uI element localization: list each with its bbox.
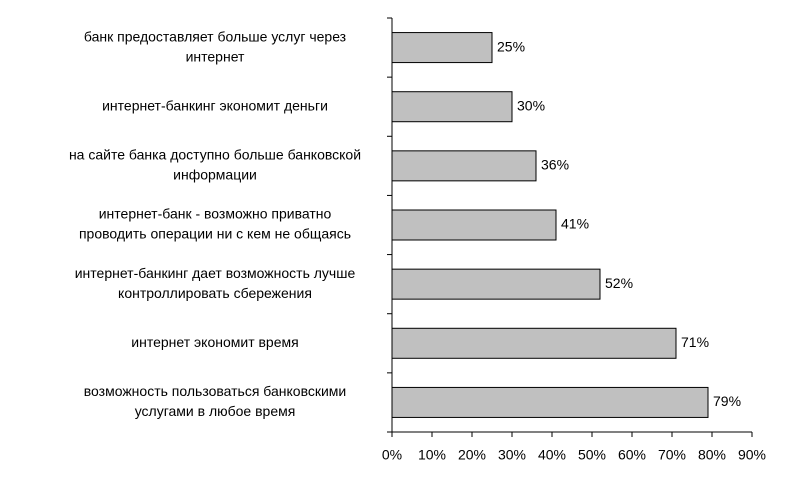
- y-tick-label: информации: [173, 167, 257, 183]
- y-tick-label: интернет: [186, 48, 245, 64]
- y-tick-label: контроллировать сбережения: [118, 285, 312, 301]
- bar: [391, 386, 709, 418]
- value-label: 52%: [605, 275, 633, 291]
- y-tick-label: интернет-банкинг дает возможность лучше: [75, 265, 356, 281]
- value-label: 41%: [561, 216, 589, 232]
- y-tick-label: интернет-банкинг экономит деньги: [102, 97, 328, 113]
- value-label: 36%: [541, 157, 569, 173]
- value-label: 30%: [517, 97, 545, 113]
- bar: [391, 32, 493, 64]
- x-tick-label: 60%: [618, 447, 646, 463]
- y-tick-label: проводить операции ни с кем не общаясь: [79, 226, 351, 242]
- value-label: 71%: [681, 334, 709, 350]
- bar: [391, 91, 513, 123]
- y-tick-label: возможность пользоваться банковскими: [84, 383, 347, 399]
- y-tick-label: на сайте банка доступно больше банковско…: [69, 147, 361, 163]
- bar: [391, 268, 601, 300]
- y-tick-label: услугами в любое время: [135, 403, 296, 419]
- y-tick-label: банк предоставляет больше услуг через: [84, 28, 346, 44]
- y-tick-label: интернет экономит время: [131, 334, 298, 350]
- x-tick-label: 80%: [698, 447, 726, 463]
- bar: [391, 327, 677, 359]
- x-tick-label: 10%: [418, 447, 446, 463]
- x-tick-label: 0%: [382, 447, 402, 463]
- x-tick-label: 30%: [498, 447, 526, 463]
- x-tick-label: 50%: [578, 447, 606, 463]
- value-label: 25%: [497, 38, 525, 54]
- y-tick-label: интернет-банк - возможно приватно: [99, 206, 332, 222]
- x-tick-label: 70%: [658, 447, 686, 463]
- x-tick-label: 20%: [458, 447, 486, 463]
- x-tick-label: 40%: [538, 447, 566, 463]
- value-label: 79%: [713, 393, 741, 409]
- x-tick-label: 90%: [738, 447, 766, 463]
- bar: [391, 209, 557, 241]
- bar: [391, 150, 537, 182]
